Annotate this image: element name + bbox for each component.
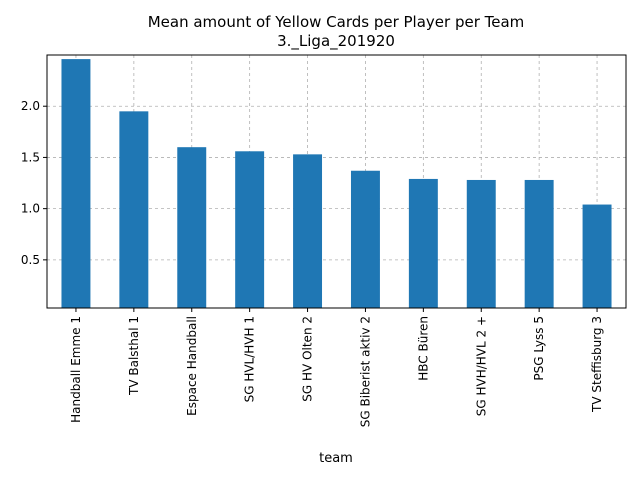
y-tick-label: 2.0 bbox=[21, 99, 40, 113]
x-tick-label: HBC Büren bbox=[416, 316, 430, 381]
x-tick-label: Espace Handball bbox=[185, 316, 199, 416]
y-tick-label: 1.5 bbox=[21, 150, 40, 164]
bar bbox=[466, 179, 496, 308]
x-tick-label: TV Balsthal 1 bbox=[127, 316, 141, 396]
x-tick-label: SG HV Olten 2 bbox=[301, 316, 315, 402]
bar bbox=[119, 111, 149, 308]
bar bbox=[582, 204, 612, 308]
x-axis-label: team bbox=[319, 451, 353, 466]
y-tick-label: 1.0 bbox=[21, 202, 40, 216]
x-tick-label: SG HVH/HVL 2 + bbox=[474, 316, 488, 416]
chart-subtitle: 3._Liga_201920 bbox=[277, 32, 395, 51]
x-tick-label: SG HVL/HVH 1 bbox=[243, 316, 257, 402]
ticks: Handball Emme 1 TV Balsthal 1 Espace Handb… bbox=[21, 99, 604, 427]
bar bbox=[293, 154, 323, 308]
x-tick-label: TV Steffisburg 3 bbox=[590, 316, 604, 413]
bar bbox=[235, 151, 265, 308]
bar bbox=[524, 179, 554, 308]
bar bbox=[61, 59, 91, 308]
bar bbox=[177, 147, 207, 308]
y-tick-label: 0.5 bbox=[21, 253, 40, 267]
bar bbox=[350, 170, 380, 308]
bars bbox=[61, 59, 612, 308]
x-tick-label: Handball Emme 1 bbox=[69, 316, 83, 423]
bar bbox=[408, 178, 438, 308]
plot-frame bbox=[46, 54, 627, 309]
x-tick-label: PSG Lyss 5 bbox=[532, 316, 546, 381]
x-tick-label: SG Biberist aktiv 2 bbox=[358, 316, 372, 427]
chart-title: Mean amount of Yellow Cards per Player p… bbox=[148, 13, 525, 31]
